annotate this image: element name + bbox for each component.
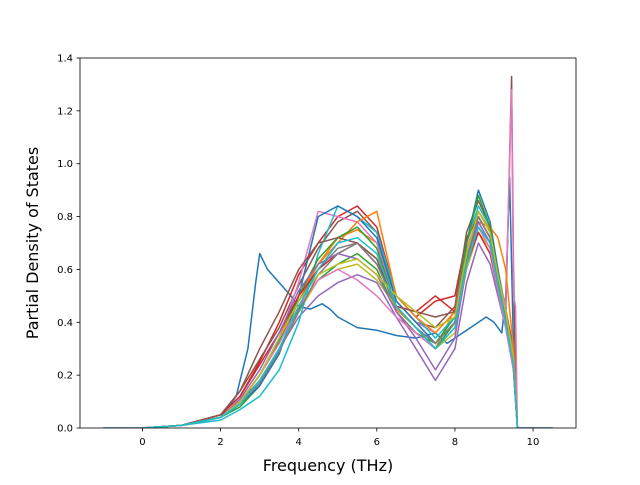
y-tick-label: 0.2 xyxy=(57,371,73,382)
plot-background xyxy=(80,58,576,428)
x-axis-title: Frequency (THz) xyxy=(263,456,393,475)
y-tick-label: 0.4 xyxy=(57,318,73,329)
x-tick-label: 6 xyxy=(374,437,380,448)
y-tick-label: 0.8 xyxy=(57,212,73,223)
y-tick-label: 0.0 xyxy=(57,424,73,435)
series-line-11 xyxy=(141,189,519,428)
series-layer xyxy=(102,75,554,428)
y-tick-label: 0.6 xyxy=(57,265,73,276)
axes-frame xyxy=(79,57,577,429)
x-axis-ticks: 0 2 4 6 8 10 xyxy=(139,428,539,448)
y-axis-title: Partial Density of States xyxy=(23,147,42,339)
y-tick-label: 1.4 xyxy=(57,54,73,65)
x-tick-label: 10 xyxy=(527,437,540,448)
x-tick-label: 4 xyxy=(296,437,302,448)
x-tick-label: 8 xyxy=(452,437,458,448)
y-tick-label: 1.0 xyxy=(57,159,73,170)
x-tick-label: 0 xyxy=(139,437,145,448)
series-line-1 xyxy=(102,176,554,428)
y-axis-ticks: 0.0 0.2 0.4 0.6 0.8 1.0 1.2 1.4 xyxy=(57,54,80,435)
series-line-5 xyxy=(141,242,519,428)
plot-area xyxy=(80,58,576,428)
series-line-20 xyxy=(141,226,519,428)
x-tick-label: 2 xyxy=(217,437,223,448)
y-tick-label: 1.2 xyxy=(57,106,73,117)
series-line-19 xyxy=(141,210,519,428)
